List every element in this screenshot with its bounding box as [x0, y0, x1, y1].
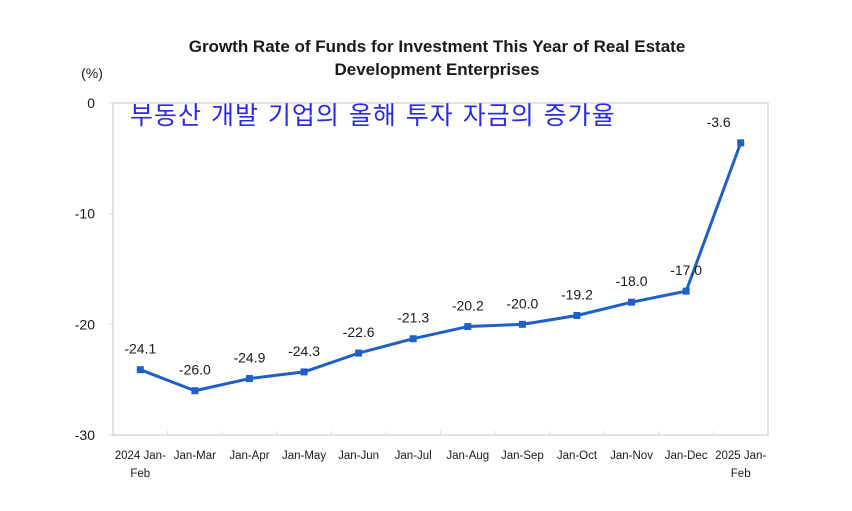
x-tick-label-line: Jan-Oct [557, 450, 598, 462]
x-tick-label-line: Jan-Apr [229, 450, 269, 462]
x-tick-label-line: Jan-Sep [501, 450, 544, 462]
series-line [139, 142, 743, 393]
data-point-marker [628, 298, 636, 306]
x-tick-label: Jan-Mar [174, 450, 216, 462]
x-tick-label: Jan-May [282, 450, 326, 462]
x-tick-label-line: Jan-Mar [174, 450, 216, 462]
data-point-marker [682, 287, 690, 295]
x-tick-label: Jan-Dec [665, 450, 708, 462]
data-label: -18.0 [616, 273, 648, 289]
korean-annotation: 부동산 개발 기업의 올해 투자 자금의 증가율 [130, 101, 616, 130]
data-point-marker [245, 375, 253, 383]
x-tick-label: Jan-Aug [446, 450, 489, 462]
data-label: -19.2 [561, 286, 593, 302]
chart-title-line-1: Growth Rate of Funds for Investment This… [189, 37, 686, 56]
chart-title-line-2: Development Enterprises [334, 60, 539, 79]
x-tick-label: 2024 Jan- Feb [115, 450, 166, 480]
data-label: -20.2 [452, 298, 484, 314]
x-tick-label: Jan-Oct [557, 450, 598, 462]
x-tick-label-line: Jan-Jun [338, 450, 379, 462]
data-point-marker [191, 387, 199, 395]
x-tick-label-line: Jan-Aug [446, 450, 489, 462]
data-label: -24.9 [233, 350, 265, 366]
data-point-marker [464, 323, 472, 331]
x-tick-label-line: Jan-May [282, 450, 326, 462]
x-tick-label: Jan-Apr [229, 450, 269, 462]
data-point-marker [136, 366, 144, 374]
data-point-marker [573, 311, 581, 319]
y-tick-label: -30 [75, 427, 95, 443]
data-label: -20.0 [506, 295, 538, 311]
x-tick-label-line: Feb [130, 468, 150, 480]
x-tick-label-line: Jan-Jul [395, 450, 432, 462]
data-label: -17.0 [670, 262, 702, 278]
x-tick-label-line: 2025 Jan- [715, 450, 766, 462]
data-label: -22.6 [343, 324, 375, 340]
data-point-marker [300, 368, 308, 376]
y-axis-unit-label: (%) [81, 65, 103, 81]
x-tick-label-line: Jan-Dec [665, 450, 708, 462]
data-label: -21.3 [397, 310, 429, 326]
x-tick-label-line: 2024 Jan- [115, 450, 166, 462]
data-label: -3.6 [707, 114, 731, 130]
data-point-marker [355, 349, 363, 357]
data-label: -24.1 [124, 341, 156, 357]
data-labels: -24.1 -26.0 -24.9 -24.3 -22.6 -21.3 -20.2 -20.0… [124, 114, 731, 378]
y-axis-ticks: 0 -10 -20 -30 [75, 95, 113, 443]
y-tick-label: -10 [75, 206, 95, 222]
data-label: -24.3 [288, 343, 320, 359]
data-point-marker [737, 139, 745, 147]
data-label: -26.0 [179, 362, 211, 378]
x-tick-label-line: Jan-Nov [610, 450, 653, 462]
x-axis-ticks: 2024 Jan- Feb Jan-Mar Jan-Apr Jan-May Jan-Jun… [115, 431, 766, 480]
y-tick-label: -20 [75, 316, 95, 332]
y-tick-label: 0 [87, 95, 95, 111]
series-group [136, 139, 745, 395]
x-tick-label-line: Feb [731, 468, 751, 480]
data-point-marker [518, 320, 526, 328]
data-point-marker [409, 335, 417, 343]
x-tick-label: 2025 Jan- Feb [715, 450, 766, 480]
x-tick-label: Jan-Jul [395, 450, 432, 462]
x-tick-label: Jan-Sep [501, 450, 544, 462]
x-tick-label: Jan-Nov [610, 450, 653, 462]
x-tick-label: Jan-Jun [338, 450, 379, 462]
